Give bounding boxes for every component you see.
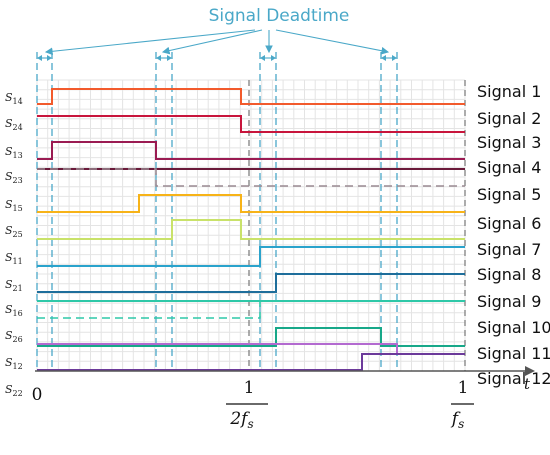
switch-label-9: S16 xyxy=(5,303,23,318)
switch-label-12: S22 xyxy=(5,383,23,398)
half-period-denominator: 2fs xyxy=(229,409,253,431)
waveform-signal-5 xyxy=(37,194,465,213)
switch-label-6: S25 xyxy=(5,224,23,239)
signal-label-11: Signal 11 xyxy=(477,344,550,363)
deadtime-span-head xyxy=(156,55,161,61)
deadtime-span-head xyxy=(392,55,397,61)
waveform-signal-8 xyxy=(37,273,465,293)
switch-label-3: S13 xyxy=(5,145,23,160)
diagram-title: Signal Deadtime xyxy=(209,6,350,26)
deadtime-span-head xyxy=(260,55,265,61)
deadtime-arrows xyxy=(37,29,397,61)
waveform-signal-6 xyxy=(37,219,465,240)
waveform-signal-7 xyxy=(37,246,465,267)
signal-label-1: Signal 1 xyxy=(477,82,541,101)
signal-label-5: Signal 5 xyxy=(477,185,541,204)
background-grid xyxy=(36,79,466,372)
signal-label-2: Signal 2 xyxy=(477,109,541,128)
waveform-signal-4-complement xyxy=(37,168,465,187)
waveform-signal-9-complement xyxy=(37,301,261,319)
switch-label-4: S23 xyxy=(5,170,23,185)
signal-label-9: Signal 9 xyxy=(477,292,541,311)
deadtime-arrow xyxy=(275,29,390,55)
signal-label-4: Signal 4 xyxy=(477,158,541,177)
switch-label-8: S21 xyxy=(5,278,23,293)
switch-label-7: S11 xyxy=(5,251,23,266)
waveform-signal-1 xyxy=(37,88,465,105)
signal-label-12: Signal 12 xyxy=(477,369,550,388)
signal-label-6: Signal 6 xyxy=(477,214,541,233)
waveform-signal-3 xyxy=(37,141,465,160)
period-numerator: 1 xyxy=(458,378,469,398)
time-axis-arrowhead xyxy=(525,366,535,376)
switch-label-5: S15 xyxy=(5,198,23,213)
waveform-signal-12 xyxy=(37,353,465,371)
deadtime-span-head xyxy=(167,55,172,61)
signal-label-3: Signal 3 xyxy=(477,133,541,152)
axis-origin-label: 0 xyxy=(32,385,43,405)
period-denominator: fs xyxy=(450,409,464,431)
half-period-numerator: 1 xyxy=(244,378,255,398)
deadtime-span-head xyxy=(37,55,42,61)
switch-label-10: S26 xyxy=(5,329,23,344)
signal-label-8: Signal 8 xyxy=(477,265,541,284)
switch-label-11: S12 xyxy=(5,356,23,371)
switch-label-2: S24 xyxy=(5,117,23,132)
deadtime-span-head xyxy=(271,55,276,61)
switch-label-1: S14 xyxy=(5,91,23,106)
half-period-markers xyxy=(248,80,466,371)
signal-label-10: Signal 10 xyxy=(477,318,550,337)
deadtime-arrow xyxy=(44,29,256,56)
signal-labels: Signal 1 S14 Signal 2 S24 Signal 3 S13 Signal … xyxy=(5,82,550,398)
deadtime-arrow xyxy=(161,29,263,55)
waveform-signal-10 xyxy=(37,327,465,347)
waveform-signal-2 xyxy=(37,115,465,133)
deadtime-span-head xyxy=(381,55,386,61)
deadtime-span-head xyxy=(47,55,52,61)
waveforms xyxy=(37,88,465,371)
signal-label-7: Signal 7 xyxy=(477,240,541,259)
time-axis-label: t xyxy=(524,375,531,393)
